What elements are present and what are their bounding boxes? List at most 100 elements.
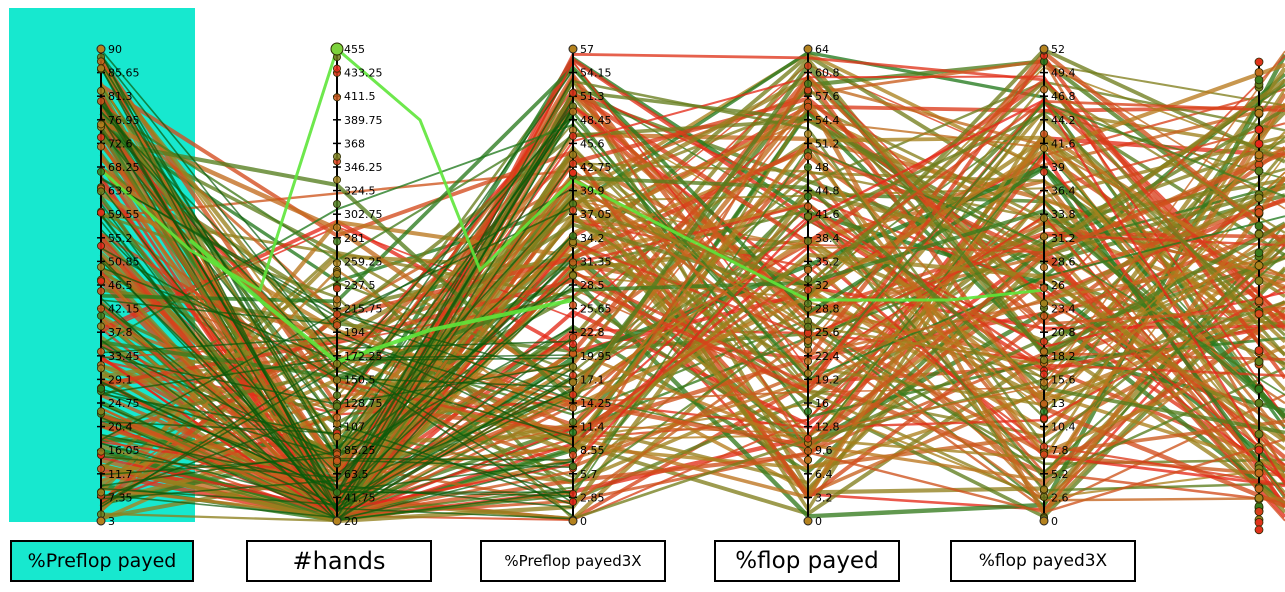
axis-label-flop-payed[interactable]: %flop payed xyxy=(714,540,900,582)
tick-label: 44.2 xyxy=(1051,114,1076,127)
data-point xyxy=(1254,68,1264,77)
data-point xyxy=(1040,85,1049,94)
data-point xyxy=(1254,208,1264,218)
data-point xyxy=(97,322,106,331)
data-point xyxy=(569,378,578,387)
data-point xyxy=(332,223,341,232)
axis-label-preflop-payed[interactable]: %Preflop payed xyxy=(10,540,194,582)
data-polyline xyxy=(100,61,1285,404)
data-point xyxy=(97,208,106,217)
data-polyline xyxy=(100,104,1285,505)
tick-label: 302.75 xyxy=(344,208,383,221)
data-point xyxy=(804,275,813,284)
data-point xyxy=(97,311,106,320)
data-point xyxy=(569,271,578,280)
data-point xyxy=(332,375,341,384)
data-point xyxy=(332,321,341,330)
tick-label: 194 xyxy=(344,326,365,339)
data-point xyxy=(569,206,578,215)
data-point xyxy=(97,262,106,271)
tick-label: 0 xyxy=(1051,515,1058,528)
data-point xyxy=(332,284,341,293)
data-point xyxy=(1254,429,1264,439)
data-point xyxy=(332,237,341,246)
tick-label: 60.8 xyxy=(815,67,840,80)
data-point xyxy=(1254,150,1264,160)
data-point xyxy=(332,199,341,208)
data-point xyxy=(1040,492,1049,501)
data-point xyxy=(1040,263,1049,272)
data-point xyxy=(1254,525,1264,535)
data-point xyxy=(97,347,106,356)
tick-label: 72.6 xyxy=(108,137,133,150)
data-point xyxy=(569,428,578,437)
tick-label: 15.6 xyxy=(1051,373,1076,386)
tick-label: 41.6 xyxy=(1051,137,1076,150)
tick-label: 46.8 xyxy=(1051,90,1076,103)
data-point xyxy=(1040,311,1049,320)
tick-label: 11.4 xyxy=(580,421,605,434)
tick-label: 31.35 xyxy=(580,255,612,268)
tick-label: 259.25 xyxy=(344,255,383,268)
polylines-layer xyxy=(99,46,1285,525)
data-point xyxy=(804,192,813,201)
data-point xyxy=(1254,357,1264,367)
data-polyline xyxy=(99,83,1285,494)
data-point xyxy=(1254,248,1264,258)
tick-label: 59.55 xyxy=(108,208,140,221)
tick-label: 51.3 xyxy=(580,90,605,103)
data-point xyxy=(1254,309,1264,319)
axis-label-preflop-payed3x[interactable]: %Preflop payed3X xyxy=(480,540,666,582)
tick-label: 6.4 xyxy=(815,468,833,481)
data-point xyxy=(804,446,813,455)
data-point xyxy=(1254,125,1264,135)
data-point xyxy=(569,489,578,498)
tick-label: 10.4 xyxy=(1051,421,1076,434)
tick-label: 51.2 xyxy=(815,137,840,150)
tick-label: 281 xyxy=(344,232,365,245)
data-polyline xyxy=(100,63,1285,479)
tick-label: 5.2 xyxy=(1051,468,1069,481)
tick-label: 36.4 xyxy=(1051,185,1076,198)
tick-label: 46.5 xyxy=(108,279,133,292)
tick-label: 2.6 xyxy=(1051,491,1069,504)
data-point xyxy=(804,61,813,70)
data-point xyxy=(569,333,578,342)
tick-label: 11.7 xyxy=(108,468,133,481)
data-point xyxy=(804,79,813,88)
data-point xyxy=(1040,407,1049,416)
data-point xyxy=(97,187,106,196)
data-point xyxy=(1040,337,1049,346)
data-point xyxy=(332,269,341,278)
axis-label-hands[interactable]: #hands xyxy=(246,540,432,582)
data-point xyxy=(804,163,813,172)
tick-label: 17.1 xyxy=(580,373,605,386)
axes-layer: 90 85.65 81.3 76.95 72.6 68.25 63.9 59.55 55.2 50… xyxy=(96,42,1076,528)
data-point xyxy=(1254,445,1264,455)
tick-label: 2.85 xyxy=(580,491,605,504)
data-point xyxy=(804,152,813,161)
data-point xyxy=(1254,507,1264,517)
data-point xyxy=(97,120,106,129)
data-point xyxy=(1254,139,1264,149)
data-point xyxy=(569,132,578,141)
data-polyline xyxy=(99,139,1285,515)
data-point xyxy=(1254,493,1264,503)
data-point xyxy=(804,455,813,464)
tick-label: 0 xyxy=(815,515,822,528)
data-point xyxy=(332,457,341,466)
data-point xyxy=(1254,296,1264,306)
data-point xyxy=(569,301,578,310)
tick-label: 37.05 xyxy=(580,208,612,221)
tick-label: 128.75 xyxy=(344,397,383,410)
tick-label: 45.6 xyxy=(580,137,605,150)
data-point xyxy=(803,516,813,526)
data-point xyxy=(569,362,578,371)
axis-label-flop-payed3x[interactable]: %flop payed3X xyxy=(950,540,1136,582)
tick-label: 41.75 xyxy=(344,491,376,504)
tick-label: 39 xyxy=(1051,161,1065,174)
tick-label: 12.8 xyxy=(815,421,840,434)
data-point xyxy=(1040,485,1049,494)
